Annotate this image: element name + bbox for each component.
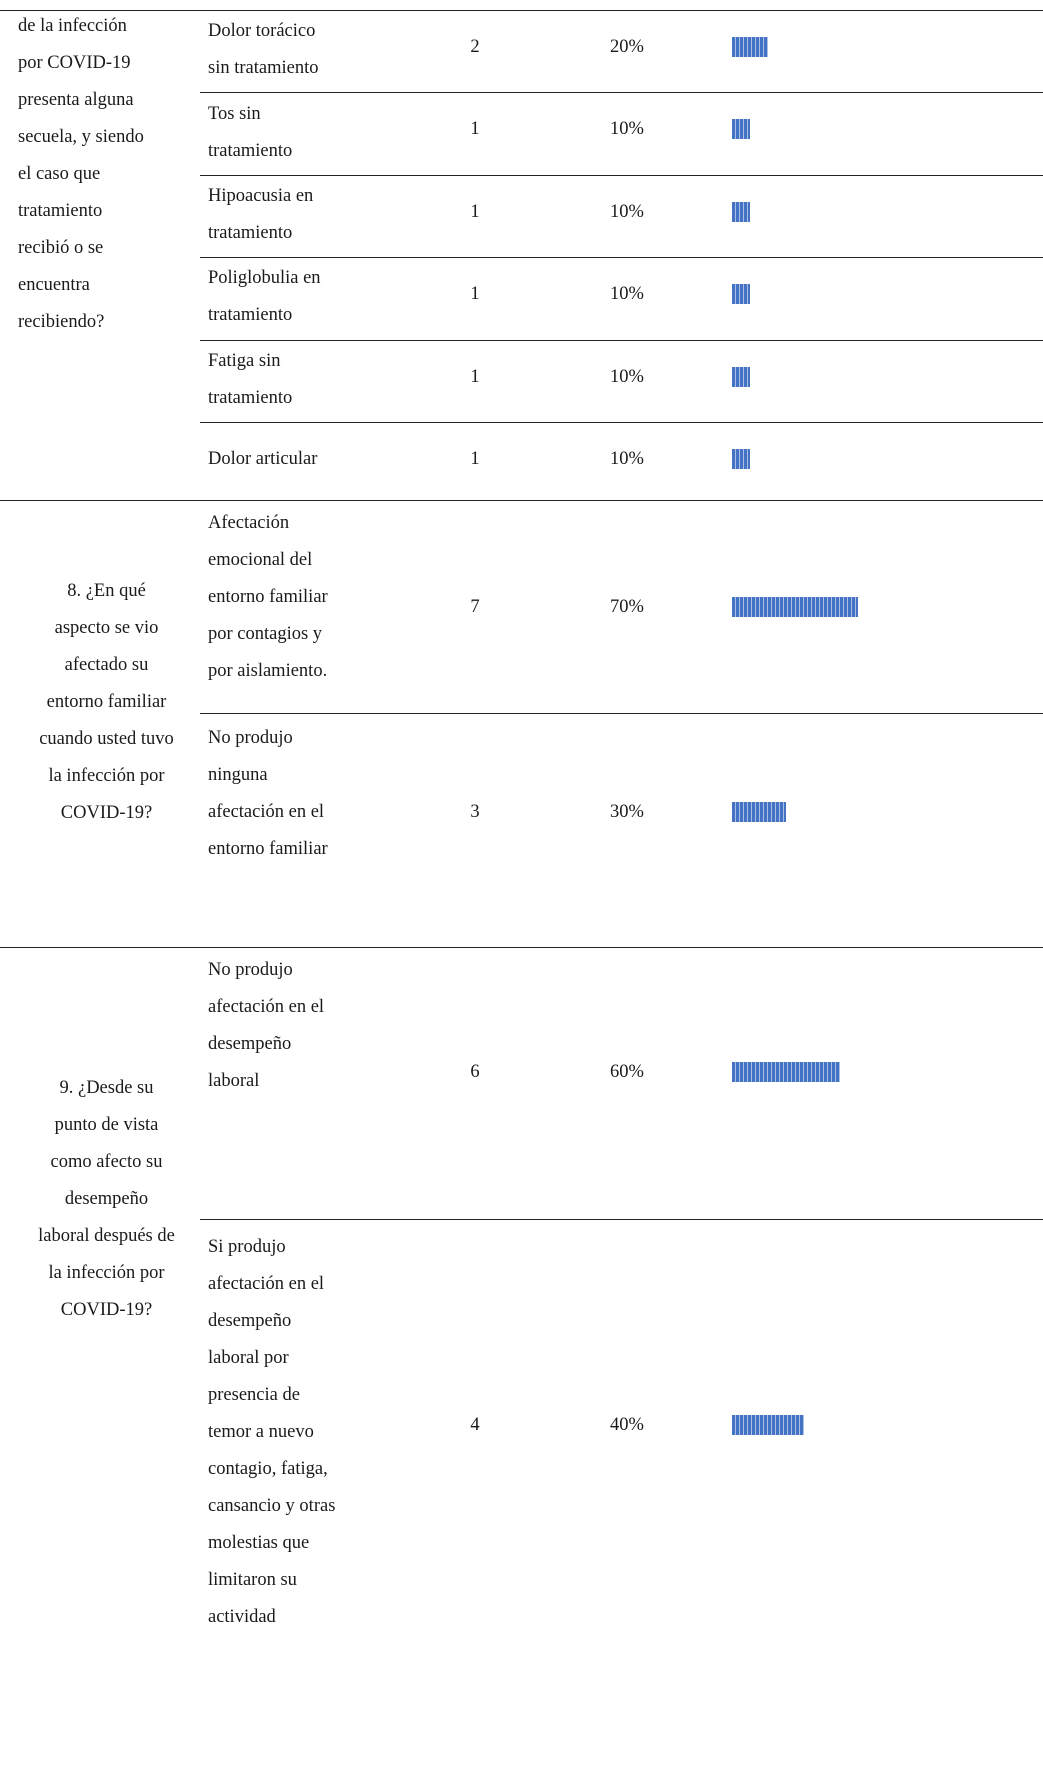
count-value: 6 <box>470 1061 480 1082</box>
question-text: COVID-19? <box>60 803 153 823</box>
percent-bar <box>732 284 750 304</box>
table-rule <box>0 947 1043 948</box>
table-rule <box>200 257 1043 258</box>
answer-text: desempeño <box>208 1034 292 1054</box>
answer-text: actividad <box>208 1607 276 1627</box>
percent-value: 10% <box>610 118 644 139</box>
question-text: tratamiento <box>18 201 103 221</box>
question-text: desempeño <box>64 1189 149 1209</box>
answer-text: ninguna <box>208 765 268 785</box>
table-rule <box>200 175 1043 176</box>
table-rule <box>200 713 1043 714</box>
percent-bar <box>732 1415 804 1435</box>
percent-value: 10% <box>610 283 644 304</box>
question-text: la infección por <box>48 1263 165 1283</box>
question-text: recibió o se <box>18 238 104 258</box>
table-rule <box>200 92 1043 93</box>
percent-value: 30% <box>610 801 644 822</box>
count-value: 1 <box>470 201 480 222</box>
percent-bar <box>732 449 750 469</box>
question-text: el caso que <box>18 164 101 184</box>
question-text: presenta alguna <box>18 90 134 110</box>
question-text: cuando usted tuvo <box>39 729 174 749</box>
question-text: punto de vista <box>54 1115 159 1135</box>
percent-bar <box>732 1062 840 1082</box>
percent-bar <box>732 597 858 617</box>
count-value: 2 <box>470 36 480 57</box>
answer-text: laboral por <box>208 1348 289 1368</box>
answer-text: No produjo <box>208 960 293 980</box>
answer-text: tratamiento <box>208 141 293 161</box>
percent-value: 70% <box>610 596 644 617</box>
answer-text: Hipoacusia en <box>208 186 314 206</box>
answer-text: limitaron su <box>208 1570 297 1590</box>
table-rule <box>200 1219 1043 1220</box>
table-rule <box>200 340 1043 341</box>
answer-text: sin tratamiento <box>208 58 319 78</box>
percent-bar <box>732 202 750 222</box>
percent-value: 40% <box>610 1414 644 1435</box>
answer-text: desempeño <box>208 1311 292 1331</box>
table-rule <box>0 500 1043 501</box>
percent-value: 10% <box>610 366 644 387</box>
count-value: 1 <box>470 118 480 139</box>
percent-bar <box>732 119 750 139</box>
question-text: como afecto su <box>50 1152 163 1172</box>
percent-bar <box>732 37 768 57</box>
answer-text: entorno familiar <box>208 839 328 859</box>
count-value: 7 <box>470 596 480 617</box>
answer-text: tratamiento <box>208 223 293 243</box>
answer-text: Dolor torácico <box>208 21 316 41</box>
question-text: la infección por <box>48 766 165 786</box>
answer-text: Fatiga sin <box>208 351 281 371</box>
answer-text: Si produjo <box>208 1237 286 1257</box>
answer-text: emocional del <box>208 550 313 570</box>
question-text: COVID-19? <box>60 1300 153 1320</box>
percent-value: 10% <box>610 201 644 222</box>
table-rule <box>200 422 1043 423</box>
question-text: laboral después de <box>38 1226 175 1246</box>
table-rule <box>0 10 1043 11</box>
percent-value: 20% <box>610 36 644 57</box>
answer-text: tratamiento <box>208 305 293 325</box>
answer-text: Poliglobulia en <box>208 268 321 288</box>
answer-text: afectación en el <box>208 802 325 822</box>
answer-text: afectación en el <box>208 1274 325 1294</box>
count-value: 1 <box>470 448 480 469</box>
percent-bar <box>732 367 750 387</box>
count-value: 1 <box>470 283 480 304</box>
answer-text: contagio, fatiga, <box>208 1459 328 1479</box>
answer-text: Dolor articular <box>208 449 318 469</box>
question-text: por COVID-19 <box>18 53 131 73</box>
answer-text: por contagios y <box>208 624 323 644</box>
answer-text: presencia de <box>208 1385 300 1405</box>
percent-bar <box>732 802 786 822</box>
question-text: afectado su <box>64 655 149 675</box>
answer-text: molestias que <box>208 1533 310 1553</box>
question-text: recibiendo? <box>18 312 105 332</box>
question-text: 9. ¿Desde su <box>59 1078 154 1098</box>
answer-text: afectación en el <box>208 997 325 1017</box>
answer-text: Tos sin <box>208 104 261 124</box>
percent-value: 10% <box>610 448 644 469</box>
answer-text: entorno familiar <box>208 587 328 607</box>
question-text: entorno familiar <box>46 692 167 712</box>
answer-text: No produjo <box>208 728 293 748</box>
answer-text: cansancio y otras <box>208 1496 336 1516</box>
question-text: encuentra <box>18 275 90 295</box>
count-value: 1 <box>470 366 480 387</box>
answer-text: Afectación <box>208 513 290 533</box>
count-value: 4 <box>470 1414 480 1435</box>
question-text: secuela, y siendo <box>18 127 144 147</box>
answer-text: por aislamiento. <box>208 661 328 681</box>
answer-text: laboral <box>208 1071 260 1091</box>
count-value: 3 <box>470 801 480 822</box>
answer-text: tratamiento <box>208 388 293 408</box>
question-text: de la infección <box>18 16 127 36</box>
answer-text: temor a nuevo <box>208 1422 314 1442</box>
percent-value: 60% <box>610 1061 644 1082</box>
question-text: aspecto se vio <box>54 618 159 638</box>
question-text: 8. ¿En qué <box>67 581 146 601</box>
